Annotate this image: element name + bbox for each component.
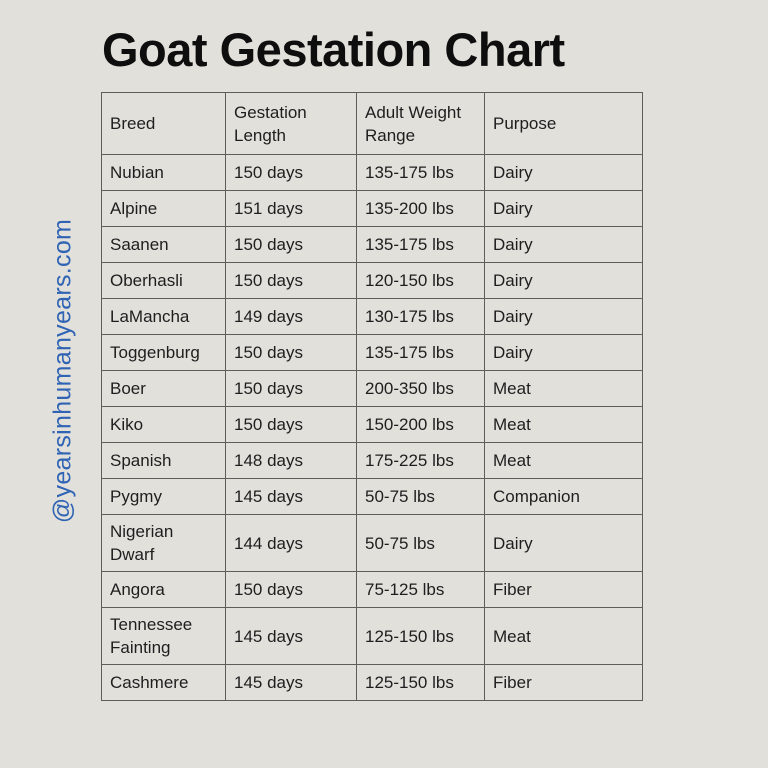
- cell-purpose: Dairy: [484, 298, 643, 335]
- cell-breed: Toggenburg: [101, 334, 226, 371]
- cell-adult-weight-range: 130-175 lbs: [356, 298, 485, 335]
- cell-purpose: Meat: [484, 370, 643, 407]
- page-title: Goat Gestation Chart: [102, 23, 565, 76]
- cell-gestation-length: 151 days: [225, 190, 357, 227]
- table-body: Nubian 150 days 135-175 lbs Dairy Alpine 151 …: [101, 154, 643, 701]
- cell-adult-weight-range: 200-350 lbs: [356, 370, 485, 407]
- cell-purpose: Companion: [484, 478, 643, 515]
- cell-gestation-length: 150 days: [225, 154, 357, 191]
- table-row: Tennessee Fainting 145 days 125-150 lbs Mea…: [101, 607, 643, 665]
- table-header: Breed Gestation Length Adult Weight Range P…: [101, 92, 643, 155]
- cell-breed: Spanish: [101, 442, 226, 479]
- cell-purpose: Dairy: [484, 514, 643, 572]
- table-row: Toggenburg 150 days 135-175 lbs Dairy: [101, 334, 643, 371]
- cell-purpose: Dairy: [484, 190, 643, 227]
- cell-breed: Oberhasli: [101, 262, 226, 299]
- cell-purpose: Dairy: [484, 334, 643, 371]
- cell-breed: Kiko: [101, 406, 226, 443]
- table-row: Pygmy 145 days 50-75 lbs Companion: [101, 478, 643, 515]
- table-row: Nigerian Dwarf 144 days 50-75 lbs Dairy: [101, 514, 643, 572]
- cell-adult-weight-range: 125-150 lbs: [356, 607, 485, 665]
- cell-gestation-length: 144 days: [225, 514, 357, 572]
- cell-gestation-length: 145 days: [225, 478, 357, 515]
- table-row: Saanen 150 days 135-175 lbs Dairy: [101, 226, 643, 263]
- table-row: Nubian 150 days 135-175 lbs Dairy: [101, 154, 643, 191]
- cell-purpose: Dairy: [484, 154, 643, 191]
- cell-gestation-length: 145 days: [225, 664, 357, 701]
- cell-purpose: Meat: [484, 442, 643, 479]
- table-row: Spanish 148 days 175-225 lbs Meat: [101, 442, 643, 479]
- cell-adult-weight-range: 175-225 lbs: [356, 442, 485, 479]
- cell-gestation-length: 150 days: [225, 226, 357, 263]
- cell-purpose: Fiber: [484, 664, 643, 701]
- cell-adult-weight-range: 50-75 lbs: [356, 478, 485, 515]
- cell-purpose: Meat: [484, 607, 643, 665]
- cell-gestation-length: 150 days: [225, 334, 357, 371]
- column-header-gestation-length: Gestation Length: [225, 92, 357, 155]
- cell-gestation-length: 150 days: [225, 406, 357, 443]
- cell-purpose: Dairy: [484, 262, 643, 299]
- cell-breed: Boer: [101, 370, 226, 407]
- table-row: Alpine 151 days 135-200 lbs Dairy: [101, 190, 643, 227]
- cell-gestation-length: 149 days: [225, 298, 357, 335]
- table-row: Angora 150 days 75-125 lbs Fiber: [101, 571, 643, 608]
- cell-breed: Pygmy: [101, 478, 226, 515]
- column-header-adult-weight-range: Adult Weight Range: [356, 92, 485, 155]
- column-header-purpose: Purpose: [484, 92, 643, 155]
- column-header-breed: Breed: [101, 92, 226, 155]
- cell-breed: Angora: [101, 571, 226, 608]
- cell-gestation-length: 145 days: [225, 607, 357, 665]
- watermark-credit: @yearsinhumanyears.com: [48, 218, 77, 524]
- cell-adult-weight-range: 135-175 lbs: [356, 334, 485, 371]
- cell-gestation-length: 150 days: [225, 262, 357, 299]
- cell-gestation-length: 150 days: [225, 370, 357, 407]
- table-row: Oberhasli 150 days 120-150 lbs Dairy: [101, 262, 643, 299]
- table-row: LaMancha 149 days 130-175 lbs Dairy: [101, 298, 643, 335]
- cell-breed: Tennessee Fainting: [101, 607, 226, 665]
- cell-purpose: Dairy: [484, 226, 643, 263]
- cell-breed: Nigerian Dwarf: [101, 514, 226, 572]
- cell-breed: Saanen: [101, 226, 226, 263]
- table-header-row: Breed Gestation Length Adult Weight Range P…: [101, 92, 643, 155]
- table-row: Kiko 150 days 150-200 lbs Meat: [101, 406, 643, 443]
- cell-gestation-length: 150 days: [225, 571, 357, 608]
- cell-adult-weight-range: 135-200 lbs: [356, 190, 485, 227]
- table-row: Boer 150 days 200-350 lbs Meat: [101, 370, 643, 407]
- cell-purpose: Meat: [484, 406, 643, 443]
- table-row: Cashmere 145 days 125-150 lbs Fiber: [101, 664, 643, 701]
- cell-adult-weight-range: 75-125 lbs: [356, 571, 485, 608]
- cell-breed: LaMancha: [101, 298, 226, 335]
- cell-breed: Nubian: [101, 154, 226, 191]
- cell-adult-weight-range: 150-200 lbs: [356, 406, 485, 443]
- cell-adult-weight-range: 50-75 lbs: [356, 514, 485, 572]
- cell-adult-weight-range: 135-175 lbs: [356, 154, 485, 191]
- cell-breed: Alpine: [101, 190, 226, 227]
- cell-adult-weight-range: 120-150 lbs: [356, 262, 485, 299]
- cell-breed: Cashmere: [101, 664, 226, 701]
- goat-gestation-table: Breed Gestation Length Adult Weight Range P…: [101, 92, 643, 701]
- cell-purpose: Fiber: [484, 571, 643, 608]
- cell-adult-weight-range: 135-175 lbs: [356, 226, 485, 263]
- cell-gestation-length: 148 days: [225, 442, 357, 479]
- cell-adult-weight-range: 125-150 lbs: [356, 664, 485, 701]
